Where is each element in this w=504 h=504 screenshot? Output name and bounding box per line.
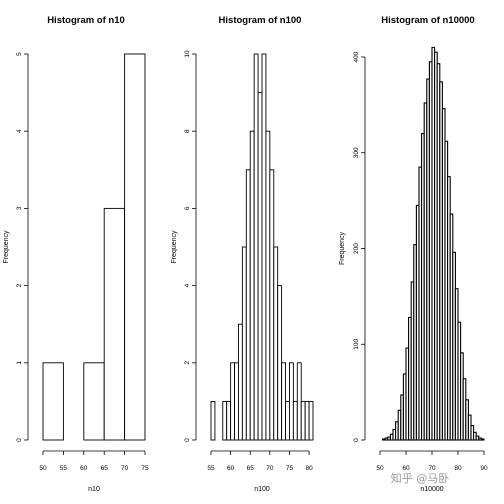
y-tick-label: 4 <box>16 129 23 133</box>
x-tick-label: 70 <box>266 465 274 472</box>
x-tick-label: 60 <box>227 465 235 472</box>
y-axis-label: Frequency <box>339 231 346 265</box>
histogram-bar <box>308 400 314 441</box>
histogram-bar <box>238 323 243 441</box>
y-tick-label: 2 <box>184 361 191 365</box>
histogram-bar <box>273 246 279 441</box>
x-tick-label: 70 <box>121 465 129 472</box>
histogram-bar <box>241 246 247 441</box>
x-tick-label: 55 <box>60 465 68 472</box>
histogram-bar <box>480 438 485 441</box>
histogram-bar <box>257 92 263 441</box>
y-tick-label: 0 <box>353 438 360 442</box>
histogram-bar <box>277 285 283 441</box>
x-tick-label: 50 <box>376 465 384 472</box>
y-tick-label: 5 <box>16 52 23 56</box>
y-tick-label: 0 <box>184 438 191 442</box>
y-tick-label: 100 <box>353 338 360 349</box>
x-tick-label: 65 <box>101 465 109 472</box>
histogram-bar <box>261 53 267 441</box>
y-axis-label: Frequency <box>171 230 178 264</box>
histogram-bar <box>245 169 251 441</box>
x-tick-label: 75 <box>141 465 149 472</box>
x-tick-label: 80 <box>305 465 313 472</box>
histogram-bar <box>304 400 310 441</box>
histogram-panel-3: 0 100 200 300 400 50 60 70 80 90 Histogram of n100… <box>339 15 488 493</box>
histogram-bar <box>124 53 146 441</box>
histogram-bar <box>292 400 298 441</box>
y-tick-label: 200 <box>353 243 360 254</box>
x-tick-label: 70 <box>428 465 436 472</box>
chart-title: Histogram of n10000 <box>381 15 474 26</box>
histogram-bar <box>103 207 126 441</box>
y-tick-label: 1 <box>16 361 23 365</box>
x-tick-label: 75 <box>286 465 294 472</box>
chart-title: Histogram of n100 <box>219 15 302 26</box>
chart-title: Histogram of n10 <box>47 15 125 26</box>
y-tick-label: 400 <box>353 51 360 62</box>
histogram-bar <box>234 362 239 441</box>
x-tick-label: 50 <box>39 465 47 472</box>
histogram-bar <box>253 53 259 441</box>
histogram-bar <box>222 400 228 441</box>
histogram-panel-2: 0 2 4 6 8 10 55 60 65 70 75 80 Histogram of n100 n100… <box>171 15 314 493</box>
x-tick-label: 80 <box>454 465 462 472</box>
histogram-bar <box>285 400 290 441</box>
y-tick-label: 6 <box>184 206 191 210</box>
x-axis-label: n100 <box>254 486 270 493</box>
histogram-bar <box>269 169 275 441</box>
y-axis-label: Frequency <box>3 230 10 264</box>
histogram-bar <box>230 362 235 441</box>
histogram-bar <box>42 362 64 441</box>
x-tick-label: 60 <box>80 465 88 472</box>
y-tick-label: 3 <box>16 206 23 210</box>
y-tick-label: 0 <box>16 438 23 442</box>
histogram-bar <box>281 362 286 441</box>
y-tick-label: 2 <box>16 283 23 287</box>
histogram-bar <box>300 400 306 441</box>
histogram-bar <box>265 130 271 441</box>
histogram-bar <box>83 362 105 441</box>
x-tick-label: 90 <box>480 465 488 472</box>
histogram-bar <box>289 362 294 441</box>
histogram-bar <box>226 400 232 441</box>
x-tick-label: 60 <box>402 465 410 472</box>
histogram-bar <box>296 362 302 441</box>
histogram-bar <box>210 400 216 441</box>
histogram-bar <box>249 130 255 441</box>
x-axis-label: n10000 <box>420 486 443 493</box>
x-tick-label: 55 <box>207 465 215 472</box>
x-axis-label: n10 <box>88 486 100 493</box>
watermark-text: 知乎 @马卧 <box>391 471 450 485</box>
y-tick-label: 8 <box>184 129 191 133</box>
x-tick-label: 65 <box>247 465 255 472</box>
y-tick-label: 4 <box>184 283 191 287</box>
y-tick-label: 10 <box>184 50 191 58</box>
y-tick-label: 300 <box>353 147 360 158</box>
